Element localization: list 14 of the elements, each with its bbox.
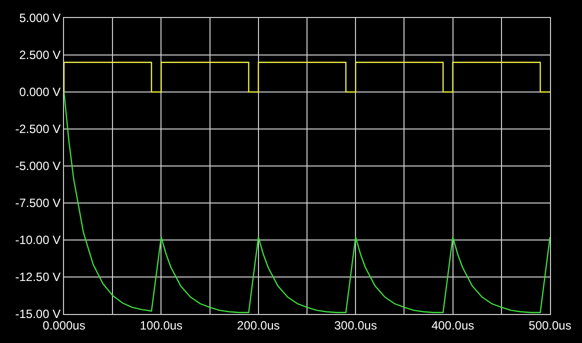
y-tick-label: -7.500 V bbox=[15, 196, 61, 210]
y-tick-label: -5.000 V bbox=[15, 159, 61, 174]
y-tick-label: -10.00 V bbox=[15, 233, 61, 248]
y-tick-label: 5.000 V bbox=[19, 11, 61, 26]
x-tick-label: 400.0us bbox=[431, 318, 474, 332]
x-tick-label: 300.0us bbox=[334, 318, 377, 332]
x-tick-label: 500.0us bbox=[528, 318, 572, 332]
x-tick-label: 100.0us bbox=[140, 318, 183, 332]
y-tick-label: 2.500 V bbox=[19, 48, 61, 62]
y-tick-label: -2.500 V bbox=[15, 122, 61, 136]
line-series bbox=[64, 91, 550, 314]
y-tick-label: 0.000 V bbox=[19, 85, 61, 100]
y-tick-label: -12.50 V bbox=[15, 270, 61, 284]
x-tick-label: 200.0us bbox=[237, 318, 280, 332]
